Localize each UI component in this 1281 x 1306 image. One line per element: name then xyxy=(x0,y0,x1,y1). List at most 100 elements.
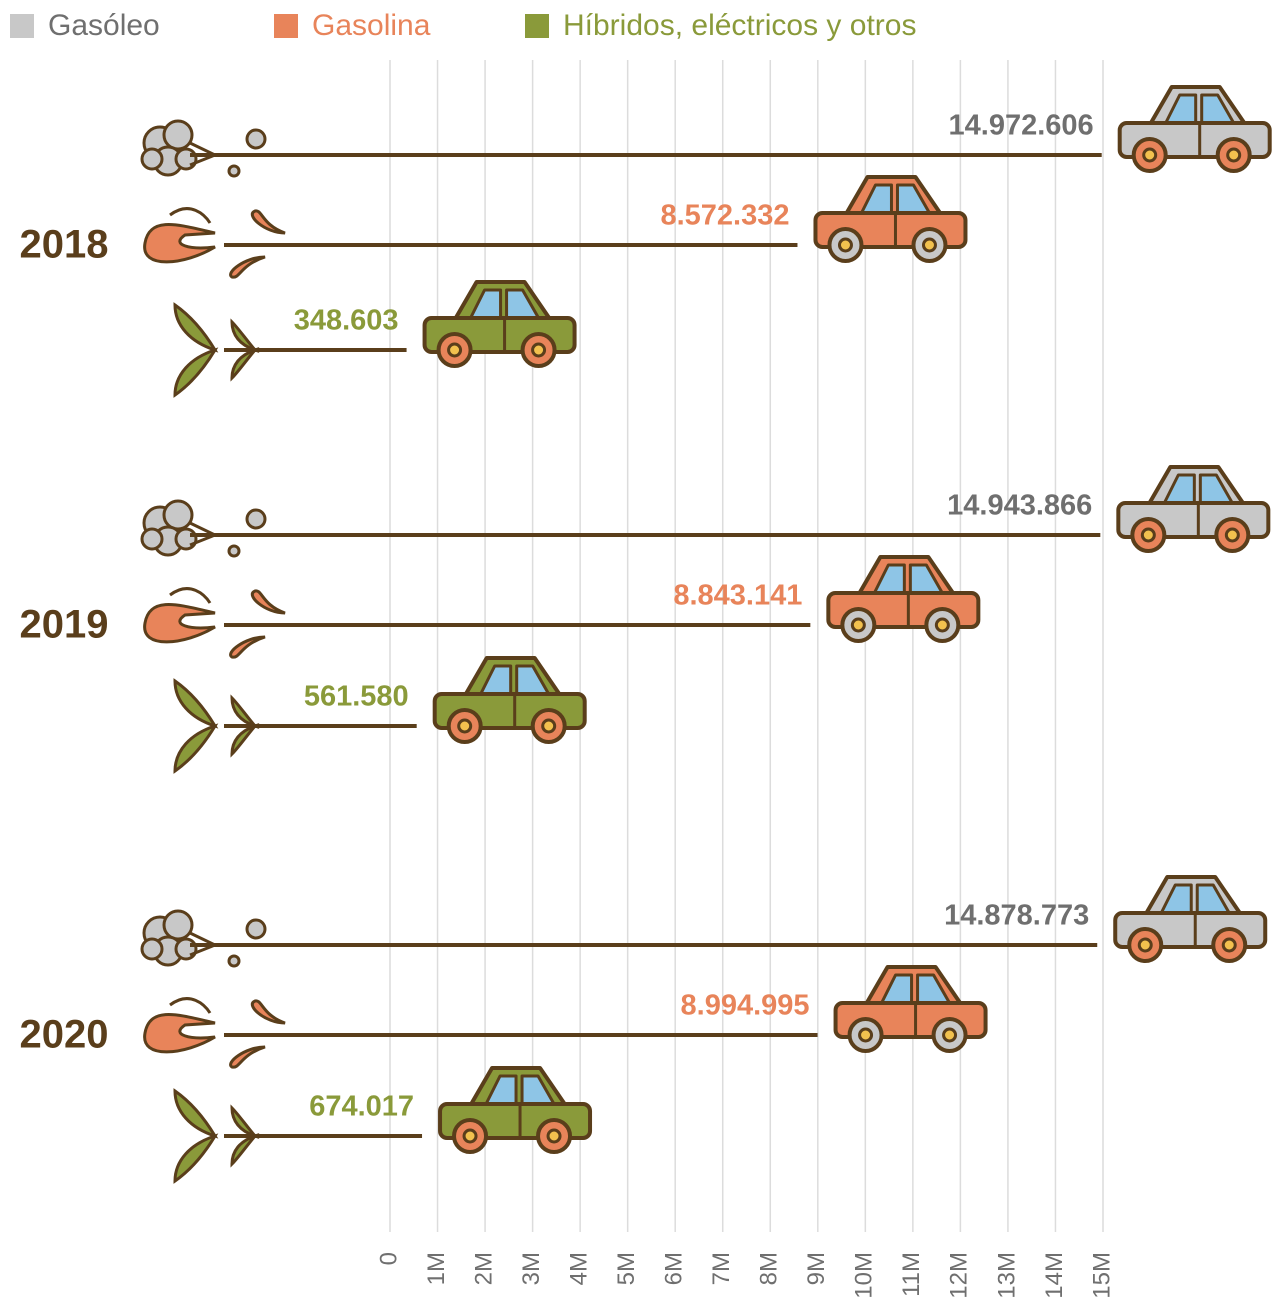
car-hub xyxy=(944,1029,956,1041)
x-tick-label: 14M xyxy=(1041,1252,1068,1299)
cloud-puff xyxy=(164,121,192,149)
x-tick-label: 10M xyxy=(851,1252,878,1299)
leaf xyxy=(175,1136,215,1181)
car xyxy=(440,1068,590,1152)
legend-swatch xyxy=(10,14,34,38)
value-label: 14.878.773 xyxy=(944,900,1089,932)
x-tick-label: 8M xyxy=(756,1252,783,1285)
value-label: 8.572.332 xyxy=(660,200,789,232)
car-hub xyxy=(923,239,935,251)
value-label: 674.017 xyxy=(309,1091,414,1123)
legend-label: Híbridos, eléctricos y otros xyxy=(563,9,916,42)
x-tick-label: 9M xyxy=(803,1252,830,1285)
car-hub xyxy=(1142,529,1154,541)
year-label: 2019 xyxy=(20,603,109,647)
flame xyxy=(145,1015,215,1052)
leaf xyxy=(175,726,215,771)
car-hub xyxy=(839,239,851,251)
legend-swatch xyxy=(274,14,298,38)
flame-tip xyxy=(170,589,210,603)
chart: Gasóleo Gasolina Híbridos, eléctricos y ot… xyxy=(0,0,1281,1306)
car xyxy=(425,282,575,366)
x-tick-label: 12M xyxy=(946,1252,973,1299)
flame-tip xyxy=(170,999,210,1013)
car xyxy=(1120,87,1270,171)
x-tick-label: 5M xyxy=(613,1252,640,1285)
car xyxy=(1115,877,1265,961)
year-label: 2020 xyxy=(20,1013,109,1057)
x-tick-label: 2M xyxy=(470,1252,497,1285)
cloud-puff xyxy=(164,911,192,939)
cloud-dot xyxy=(229,956,239,966)
series-icon xyxy=(142,501,265,556)
flame xyxy=(252,1001,285,1023)
cloud-dot xyxy=(247,920,265,938)
car xyxy=(435,658,585,742)
x-tick-label: 4M xyxy=(565,1252,592,1285)
x-tick-label: 11M xyxy=(898,1252,925,1297)
car-hub xyxy=(464,1130,476,1142)
car-hub xyxy=(543,720,555,732)
car-hub xyxy=(459,720,471,732)
leaf xyxy=(232,698,255,726)
flame xyxy=(231,637,265,657)
car-hub xyxy=(936,619,948,631)
leaf xyxy=(232,1136,255,1164)
cloud-dot xyxy=(229,546,239,556)
leaf xyxy=(175,681,215,726)
legend-swatch xyxy=(525,14,549,38)
year-label: 2018 xyxy=(20,223,109,267)
leaf xyxy=(232,322,255,350)
x-tick-label: 1M xyxy=(423,1252,450,1285)
car-hub xyxy=(1223,939,1235,951)
leaf xyxy=(232,1108,255,1136)
leaf xyxy=(232,726,255,754)
legend-label: Gasolina xyxy=(312,9,431,42)
flame xyxy=(145,605,215,642)
flame xyxy=(231,257,265,277)
car-hub xyxy=(533,344,545,356)
flame xyxy=(252,591,285,613)
series-icon xyxy=(142,911,265,966)
flame xyxy=(231,1047,265,1067)
cloud-puff xyxy=(176,149,196,169)
cloud-puff xyxy=(176,529,196,549)
value-label: 14.943.866 xyxy=(947,490,1092,522)
cloud-dot xyxy=(229,166,239,176)
car-hub xyxy=(860,1029,872,1041)
value-label: 348.603 xyxy=(294,305,399,337)
series-icon xyxy=(142,121,265,176)
cloud-puff xyxy=(176,939,196,959)
leaf xyxy=(232,350,255,378)
legend-label: Gasóleo xyxy=(48,9,160,42)
leaf xyxy=(175,305,215,350)
value-label: 8.843.141 xyxy=(673,580,802,612)
car-hub xyxy=(1139,939,1151,951)
cloud-puff xyxy=(164,501,192,529)
x-tick-label: 0 xyxy=(375,1252,402,1265)
cloud-puff xyxy=(142,529,162,549)
x-tick-label: 7M xyxy=(708,1252,735,1285)
x-tick-label: 15M xyxy=(1088,1252,1115,1299)
series-icon xyxy=(145,999,285,1068)
leaf xyxy=(175,1091,215,1136)
car-hub xyxy=(852,619,864,631)
series-icon xyxy=(145,209,285,278)
flame xyxy=(145,225,215,262)
flame-tip xyxy=(170,209,210,223)
cloud-dot xyxy=(247,510,265,528)
value-label: 561.580 xyxy=(304,681,409,713)
value-label: 8.994.995 xyxy=(681,990,810,1022)
series-icon xyxy=(145,589,285,658)
car xyxy=(815,177,965,261)
x-tick-label: 6M xyxy=(661,1252,688,1285)
car-hub xyxy=(548,1130,560,1142)
car-hub xyxy=(1226,529,1238,541)
car xyxy=(836,967,986,1051)
x-tick-label: 13M xyxy=(993,1252,1020,1299)
car xyxy=(828,557,978,641)
value-label: 14.972.606 xyxy=(949,110,1094,142)
leaf xyxy=(175,350,215,395)
cloud-puff xyxy=(142,149,162,169)
flame xyxy=(252,211,285,233)
